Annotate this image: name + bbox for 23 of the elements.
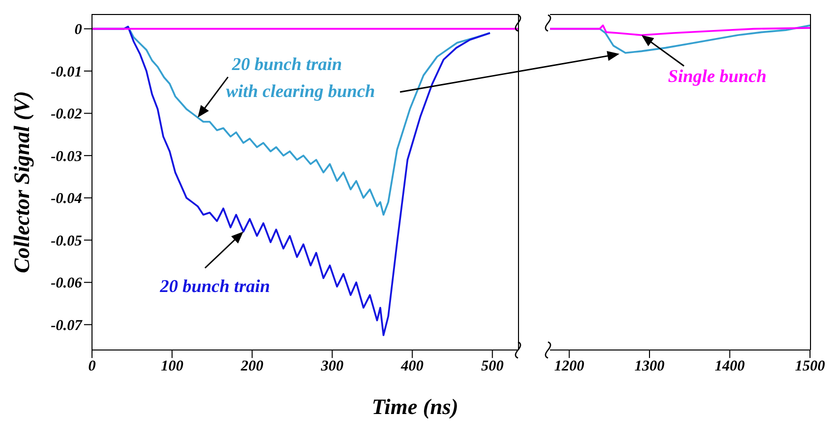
y-tick-label: -0.03 xyxy=(50,148,82,165)
y-tick-label: -0.07 xyxy=(50,318,82,334)
y-tick-label: -0.05 xyxy=(50,233,82,250)
x-tick-label: 500 xyxy=(481,358,504,375)
y-tick-label: 0 xyxy=(74,22,82,38)
x-tick-label: 0 xyxy=(88,358,96,375)
series-label: 20 bunch train xyxy=(159,276,270,296)
y-tick-label: -0.02 xyxy=(50,106,82,123)
y-tick-label: -0.04 xyxy=(50,191,82,208)
x-tick-label: 300 xyxy=(320,358,344,375)
x-tick-label: 100 xyxy=(160,358,184,375)
x-tick-label: 400 xyxy=(400,358,424,375)
series-label: 20 bunch train with clearing bunch xyxy=(226,54,376,101)
x-tick-label: 200 xyxy=(240,358,264,375)
x-tick-label: 1200 xyxy=(554,358,585,375)
y-axis-title: Collector Signal (V) xyxy=(9,90,35,274)
x-tick-label: 1300 xyxy=(634,358,666,375)
x-axis-title: Time (ns) xyxy=(370,394,460,420)
series-label: Single bunch xyxy=(668,66,767,86)
y-tick-label: -0.06 xyxy=(50,276,82,292)
x-tick-label: 1400 xyxy=(714,358,746,375)
x-tick-label: 1500 xyxy=(795,358,826,375)
y-tick-label: -0.01 xyxy=(50,64,82,80)
